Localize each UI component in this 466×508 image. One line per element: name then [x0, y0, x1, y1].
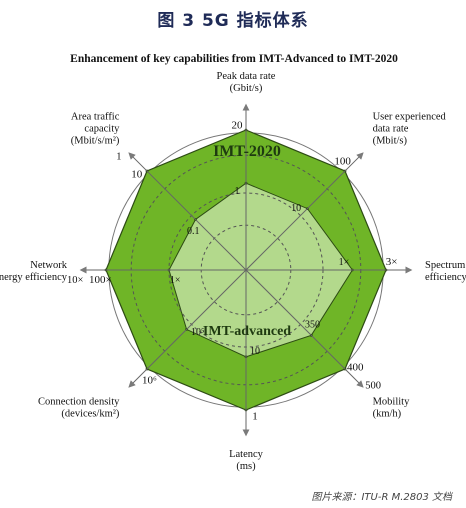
axis-inner-value-user: 10 — [291, 203, 301, 214]
axis-extra-value-mobility: 500 — [365, 380, 381, 391]
axis-label-latency: Latency (ms) — [229, 449, 264, 472]
axis-label-user: User experienced data rate (Mbit/s) — [373, 111, 447, 146]
series-label-imt-advanced: IMT-advanced — [203, 324, 291, 339]
source-note: 图片来源：ITU-R M.2803 文档 — [311, 492, 452, 503]
axis-inner-value-area: 0.1 — [187, 226, 200, 237]
axis-outer-value-energy: 100× — [89, 274, 112, 286]
axis-inner-value-mobility: 350 — [305, 320, 320, 331]
axis-label-density: Connection density (devices/km²) — [38, 397, 120, 420]
axis-extra-value-energy: 10× — [67, 275, 84, 286]
axis-inner-value-peak: 1 — [235, 186, 240, 197]
axis-outer-value-latency: 1 — [252, 411, 258, 423]
axis-inner-value-spectrum: 1× — [339, 257, 350, 268]
axis-spokes — [79, 103, 413, 437]
axis-label-mobility: Mobility (km/h) — [373, 397, 411, 420]
axis-label-energy: Network energy efficiency — [0, 260, 68, 283]
axis-spoke-density — [128, 269, 247, 388]
figure-title: 图 3 5G 指标体系 — [157, 11, 309, 31]
axis-spoke-mobility — [245, 269, 364, 388]
axis-outer-value-area: 10 — [131, 168, 143, 180]
axis-outer-value-user: 100 — [334, 156, 351, 168]
axis-label-area: Area traffic capacity (Mbit/s/m²) — [71, 111, 120, 146]
axis-value-labels: 20 1 100 10 3× 1× 400 350 500 1 10 10⁶ 10⁵ 100× 1× 10× 1… — [67, 119, 397, 422]
axis-extra-value-area: 1 — [116, 152, 121, 163]
axis-label-peak: Peak data rate (Gbit/s) — [217, 71, 276, 94]
chart-title: Enhancement of key capabilities from IMT… — [70, 53, 398, 65]
axis-inner-value-latency: 10 — [250, 346, 260, 357]
axis-label-spectrum: Spectrum efficiency — [425, 260, 466, 283]
axis-spoke-area — [128, 152, 247, 271]
axis-inner-value-density: 10⁵ — [191, 327, 205, 338]
axis-outer-value-mobility: 400 — [347, 362, 364, 374]
axis-spoke-user — [245, 152, 364, 271]
axis-outer-value-peak: 20 — [232, 119, 244, 131]
axis-labels: Peak data rate (Gbit/s) User experienced da… — [0, 71, 466, 472]
axis-outer-value-density: 10⁶ — [142, 374, 157, 386]
series-label-imt2020: IMT-2020 — [213, 143, 281, 160]
axis-outer-value-spectrum: 3× — [386, 256, 398, 268]
axis-inner-value-energy: 1× — [170, 275, 181, 286]
